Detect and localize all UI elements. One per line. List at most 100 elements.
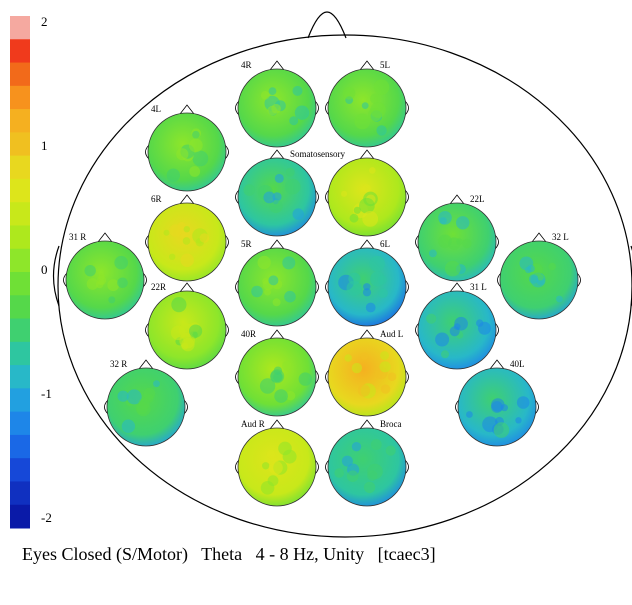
topomap-blob bbox=[349, 213, 359, 223]
topomap-label: 40L bbox=[510, 359, 525, 369]
topomap-label: 40R bbox=[241, 329, 256, 339]
topomap-blob bbox=[163, 229, 170, 236]
topomap-blob bbox=[385, 445, 396, 456]
topomap-blob bbox=[369, 167, 376, 174]
colorbar-segment bbox=[10, 178, 30, 203]
colorbar-segment bbox=[10, 202, 30, 226]
topomap-blob bbox=[515, 417, 522, 424]
topomap-blob bbox=[334, 468, 345, 478]
topomap-grid: 4R 5L 4L Somatosensory 6R 22L 31 R 5R 6L 32 L 22R 3… bbox=[63, 60, 581, 507]
topomap-blob bbox=[379, 361, 391, 373]
colorbar-segment bbox=[10, 504, 30, 529]
colorbar-segment bbox=[10, 481, 30, 506]
topomap-blob bbox=[117, 277, 128, 289]
topomap-blob bbox=[273, 372, 283, 383]
topomap-AudR: Aud R bbox=[235, 419, 319, 507]
topomap-blob bbox=[169, 224, 182, 237]
topomap-blob bbox=[289, 116, 299, 126]
topomap-blob bbox=[263, 191, 276, 204]
topomap-blob bbox=[268, 87, 277, 95]
topomap-blob bbox=[259, 378, 276, 394]
topomap-4L: 4L bbox=[145, 104, 229, 192]
colorbar-tick-label: -1 bbox=[41, 386, 52, 401]
topomap-blob bbox=[456, 216, 470, 230]
topomap-blob bbox=[556, 295, 563, 303]
topomap-label: 32 L bbox=[552, 232, 569, 242]
colorbar-segment bbox=[10, 155, 30, 180]
topomap-blob bbox=[365, 302, 376, 313]
topomap-blob bbox=[380, 384, 391, 394]
topomap-22R: 22R bbox=[145, 282, 229, 370]
topomap-blob bbox=[264, 288, 272, 296]
topomap-blob bbox=[378, 288, 388, 299]
topomap-blob bbox=[243, 184, 256, 196]
topomap-blob bbox=[380, 351, 389, 361]
topomap-blob bbox=[189, 324, 203, 338]
topomap-label: 5R bbox=[241, 239, 252, 249]
topomap-blob bbox=[429, 249, 437, 258]
topomap-label: 31 R bbox=[69, 232, 86, 242]
topomap-blob bbox=[285, 391, 296, 401]
topomap-blob bbox=[449, 326, 460, 337]
topomap-blob bbox=[86, 278, 99, 290]
topomap-blob bbox=[181, 337, 195, 352]
topomap-blob bbox=[346, 280, 362, 296]
topomap-blob bbox=[282, 360, 292, 371]
topomap-blob bbox=[262, 462, 270, 470]
topomap-5R: 5R bbox=[235, 239, 319, 327]
topomap-blob bbox=[294, 105, 310, 120]
topomap-blob bbox=[362, 184, 371, 193]
topomap-6L: 6L bbox=[325, 239, 409, 327]
topomap-blob bbox=[342, 87, 356, 100]
topomap-label: 32 R bbox=[110, 359, 127, 369]
topomap-blob bbox=[298, 372, 312, 386]
topomap-label: Broca bbox=[380, 419, 402, 429]
topomap-blob bbox=[282, 256, 296, 270]
colorbar-segment bbox=[10, 16, 30, 40]
topomap-4R: 4R bbox=[235, 60, 319, 148]
topomap-blob bbox=[166, 168, 180, 182]
topomap-blob bbox=[462, 238, 472, 249]
topomap-blob bbox=[284, 178, 301, 195]
topomap-blob bbox=[199, 233, 210, 243]
topomap-blob bbox=[370, 93, 381, 104]
topomap-blob bbox=[266, 449, 276, 459]
topomap-blob bbox=[441, 350, 449, 359]
topomap-blob bbox=[361, 102, 369, 109]
topomap-6R-top bbox=[325, 149, 409, 237]
topomap-label: Aud R bbox=[241, 419, 265, 429]
topomap-31L: 31 L bbox=[415, 282, 499, 370]
topomap-blob bbox=[268, 275, 279, 286]
topomap-blob bbox=[251, 285, 263, 298]
topomap-blob bbox=[108, 296, 116, 304]
topomap-blob bbox=[192, 130, 200, 139]
topomap-AudL: Aud L bbox=[325, 329, 409, 417]
topomap-blob bbox=[362, 211, 379, 227]
topomap-blob bbox=[272, 298, 281, 307]
topomap-blob bbox=[269, 199, 283, 213]
colorbar-segment bbox=[10, 295, 30, 320]
topomap-blob bbox=[169, 253, 176, 260]
topomap-blob bbox=[387, 372, 397, 382]
topomap-blob bbox=[351, 442, 362, 452]
topomap-31R: 31 R bbox=[63, 232, 147, 320]
topomap-blob bbox=[359, 197, 375, 214]
topomap-blob bbox=[346, 470, 359, 483]
topomap-blob bbox=[274, 173, 284, 183]
colorbar-segment bbox=[10, 411, 30, 436]
topomap-disc bbox=[327, 427, 407, 507]
topomap-blob bbox=[182, 237, 191, 245]
topomap-label: 4R bbox=[241, 60, 252, 70]
topomap-label: 4L bbox=[151, 104, 161, 114]
topomap-blob bbox=[363, 481, 376, 494]
colorbar-segment bbox=[10, 458, 30, 482]
topomap-blob bbox=[188, 138, 203, 153]
topomap-blob bbox=[435, 332, 450, 347]
topomap-blob bbox=[121, 419, 136, 433]
topomap-blob bbox=[292, 85, 303, 96]
topomap-blob bbox=[114, 255, 128, 270]
topomap-label: Aud L bbox=[380, 329, 403, 339]
topomap-label: 5L bbox=[380, 60, 390, 70]
topomap-blob bbox=[153, 380, 160, 388]
